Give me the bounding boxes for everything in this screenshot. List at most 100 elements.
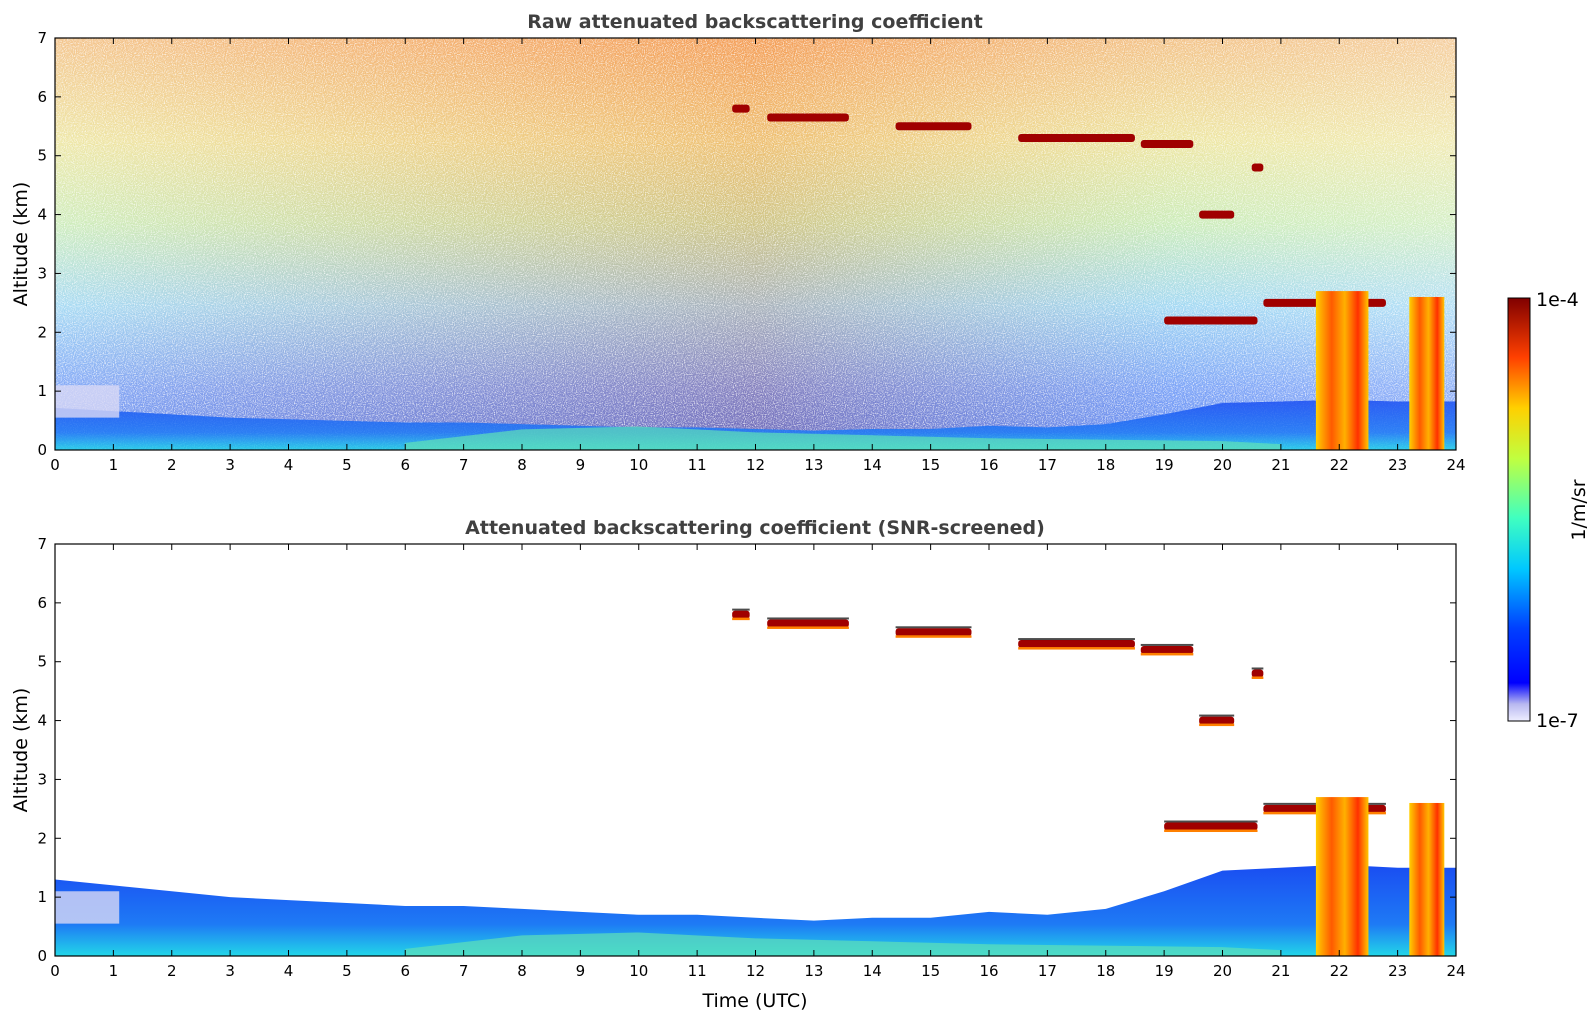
- raw-panel-title: Raw attenuated backscattering coefficien…: [527, 11, 983, 33]
- screened-x-tick-label: 8: [517, 962, 527, 980]
- screened-cloud-base-edge: [1018, 647, 1135, 650]
- raw-x-tick-label: 4: [284, 456, 294, 474]
- screened-cloud-base-edge: [732, 617, 750, 621]
- raw-x-tick-label: 13: [804, 456, 823, 474]
- screened-y-tick-label: 0: [37, 947, 47, 965]
- screened-boundary-layer: [55, 864, 1456, 956]
- screened-cloud-layer: [1164, 822, 1258, 831]
- raw-aerosol-layer: [55, 399, 1456, 450]
- raw-x-tick-label: 15: [921, 456, 940, 474]
- screened-cloud-base-edge: [1164, 829, 1258, 833]
- raw-y-tick-label: 6: [37, 88, 47, 106]
- colorbar-min-label: 1e-7: [1536, 710, 1579, 732]
- screened-axes: 0 1 2 3 4 5 6 7 8 9 10 11 12 13 14 15 16 17 18 19 20 21 22 23 24…: [37, 535, 1465, 980]
- raw-x-tick-label: 10: [629, 456, 648, 474]
- raw-surface-band: [405, 426, 1281, 450]
- raw-cloud-layer: [767, 113, 849, 122]
- screened-precipitation-column: [1409, 802, 1445, 956]
- screened-y-axis-label: Altitude (km): [10, 688, 32, 813]
- screened-cloud-top-edge: [895, 626, 972, 629]
- screened-x-tick-label: 22: [1330, 962, 1349, 980]
- screened-y-tick-label: 5: [37, 653, 47, 671]
- screened-cloud-base-edge: [1140, 652, 1194, 656]
- screened-x-tick-label: 2: [167, 962, 177, 980]
- screened-cloud-features: [732, 608, 1445, 956]
- raw-x-tick-label: 19: [1155, 456, 1174, 474]
- raw-x-tick-label: 18: [1096, 456, 1115, 474]
- screened-x-tick-label: 14: [863, 962, 882, 980]
- screened-cloud-top-edge: [767, 617, 849, 620]
- raw-precipitation-column: [1409, 296, 1445, 450]
- colorbar-max-label: 1e-4: [1536, 289, 1579, 311]
- screened-cloud-top-edge: [1199, 714, 1235, 717]
- raw-y-tick-label: 0: [37, 441, 47, 459]
- raw-y-axis-label: Altitude (km): [10, 182, 32, 307]
- screened-x-tick-label: 13: [804, 962, 823, 980]
- screened-x-tick-label: 10: [629, 962, 648, 980]
- screened-cloud-base-edge: [895, 635, 972, 638]
- screened-cloud-layer: [1018, 640, 1135, 649]
- raw-cloud-layer: [1164, 316, 1258, 325]
- x-axis-label: Time (UTC): [701, 990, 807, 1012]
- screened-cloud-top-edge: [1140, 643, 1194, 646]
- screened-x-tick-label: 16: [979, 962, 998, 980]
- screened-cloud-layer: [1199, 716, 1235, 725]
- raw-x-tick-label: 9: [576, 456, 586, 474]
- screened-cloud-layer: [1140, 645, 1194, 654]
- screened-x-tick-label: 24: [1446, 962, 1465, 980]
- raw-x-tick-label: 17: [1038, 456, 1057, 474]
- screened-x-tick-label: 6: [400, 962, 410, 980]
- raw-axes: 0 1 2 3 4 5 6 7 8 9 10 11 12 13 14 15 16 17 18 19 20 21 22 23 24…: [37, 29, 1465, 474]
- raw-x-tick-label: 5: [342, 456, 352, 474]
- raw-cloud-layer: [1199, 210, 1235, 219]
- raw-x-tick-label: 0: [50, 456, 60, 474]
- screened-surface-band: [405, 932, 1281, 956]
- raw-cloud-layer: [895, 122, 972, 131]
- raw-cloud-layer: [1140, 139, 1194, 148]
- screened-cloud-base-edge: [1199, 723, 1235, 727]
- raw-cloud-layer: [1251, 163, 1264, 172]
- screened-x-tick-label: 0: [50, 962, 60, 980]
- screened-precipitation-column: [1315, 797, 1369, 956]
- raw-y-tick-label: 4: [37, 206, 47, 224]
- raw-boundary-layer: [55, 385, 1456, 450]
- raw-heatmap: [55, 38, 1456, 450]
- raw-x-tick-label: 16: [979, 456, 998, 474]
- raw-panel: Raw attenuated backscattering coefficien…: [10, 11, 1466, 474]
- screened-x-tick-label: 9: [576, 962, 586, 980]
- screened-x-tick-label: 3: [225, 962, 235, 980]
- screened-y-tick-label: 6: [37, 594, 47, 612]
- screened-cloud-layer: [1251, 669, 1264, 678]
- raw-x-tick-label: 20: [1213, 456, 1232, 474]
- screened-cloud-layer: [732, 610, 750, 619]
- screened-y-tick-label: 3: [37, 770, 47, 788]
- screened-y-tick-label: 4: [37, 712, 47, 730]
- screened-x-tick-label: 17: [1038, 962, 1057, 980]
- raw-y-tick-label: 3: [37, 264, 47, 282]
- screened-aerosol-layer: [55, 864, 1456, 956]
- raw-x-tick-label: 1: [109, 456, 119, 474]
- screened-x-tick-label: 4: [284, 962, 294, 980]
- raw-x-tick-label: 3: [225, 456, 235, 474]
- raw-y-tick-label: 1: [37, 382, 47, 400]
- screened-y-tick-label: 2: [37, 829, 47, 847]
- raw-y-tick-label: 7: [37, 29, 47, 47]
- colorbar-gradient: [1507, 297, 1531, 722]
- raw-x-tick-label: 23: [1388, 456, 1407, 474]
- screened-x-tick-label: 11: [688, 962, 707, 980]
- screened-cloud-top-edge: [1164, 820, 1258, 823]
- screened-x-tick-label: 1: [109, 962, 119, 980]
- raw-x-tick-label: 22: [1330, 456, 1349, 474]
- screened-x-tick-label: 19: [1155, 962, 1174, 980]
- raw-x-tick-label: 8: [517, 456, 527, 474]
- raw-x-tick-label: 7: [459, 456, 469, 474]
- raw-cloud-layer: [1018, 134, 1135, 143]
- raw-x-tick-label: 14: [863, 456, 882, 474]
- raw-noise-speckle: [55, 38, 1456, 450]
- raw-precipitation-column: [1315, 291, 1369, 450]
- raw-y-tick-label: 2: [37, 323, 47, 341]
- raw-x-tick-label: 6: [400, 456, 410, 474]
- screened-x-tick-label: 20: [1213, 962, 1232, 980]
- raw-y-tick-label: 5: [37, 147, 47, 165]
- screened-x-tick-label: 5: [342, 962, 352, 980]
